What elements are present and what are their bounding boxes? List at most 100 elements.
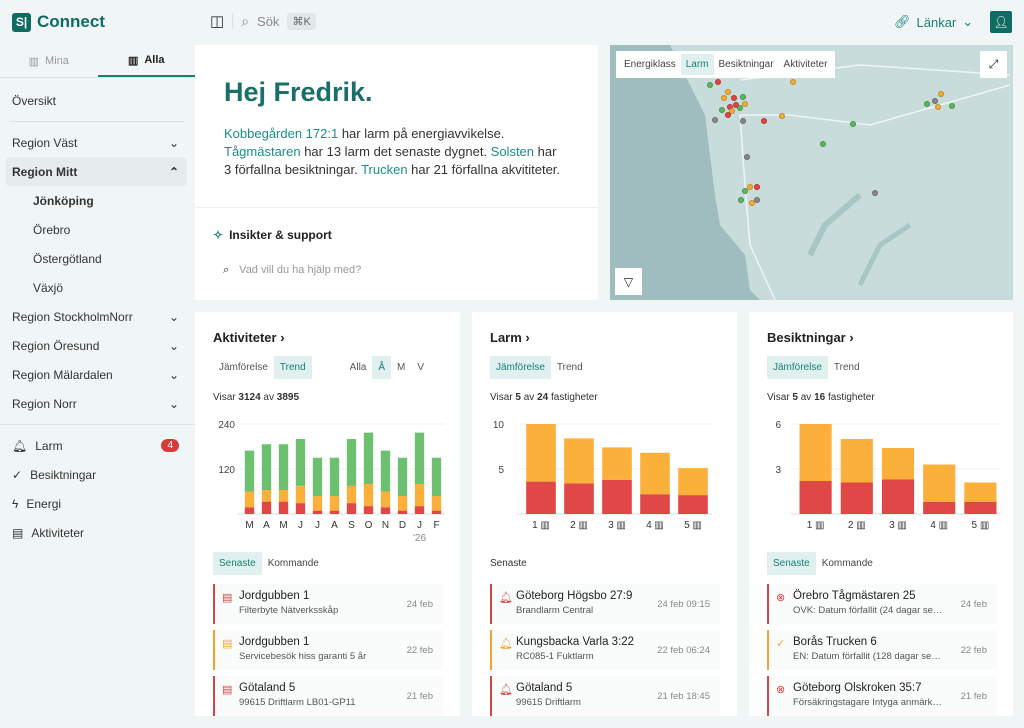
map-marker[interactable]: [725, 89, 731, 95]
bar-red[interactable]: [295, 503, 306, 514]
sidebar-item-vaxjo[interactable]: Växjö: [0, 273, 195, 302]
list-tab-upcoming[interactable]: Kommande: [267, 558, 319, 569]
list-item[interactable]: 🔔︎ Götaland 5 99615 Driftlarm 21 feb 18:…: [490, 676, 720, 716]
map-marker[interactable]: [779, 113, 785, 119]
toggle-comparison[interactable]: Jämförelse: [219, 362, 268, 373]
map-tab-larm[interactable]: Larm: [680, 54, 714, 75]
bar-yellow[interactable]: [799, 424, 832, 481]
bar-green[interactable]: [414, 432, 425, 484]
panel-title-link[interactable]: Larm ›: [490, 330, 530, 345]
bar-red[interactable]: [414, 506, 425, 514]
toggle-trend[interactable]: Trend: [833, 362, 860, 373]
map-marker[interactable]: [707, 82, 713, 88]
bar-yellow[interactable]: [261, 490, 272, 502]
app-logo[interactable]: S| Connect: [12, 12, 105, 32]
period-all[interactable]: Alla: [349, 362, 367, 373]
map-marker[interactable]: [932, 98, 938, 104]
panel-title-link[interactable]: Aktiviteter ›: [213, 330, 285, 345]
property-link[interactable]: Kobbegården 172:1: [224, 126, 339, 141]
bar-red[interactable]: [840, 482, 873, 515]
map-tab-energiklass[interactable]: Energiklass: [624, 59, 676, 70]
list-item[interactable]: ✓ Borås Trucken 6 EN: Datum förfallit (1…: [767, 630, 997, 670]
bar-red[interactable]: [526, 481, 556, 514]
map-marker[interactable]: [744, 154, 750, 160]
bar-yellow[interactable]: [881, 448, 915, 480]
sidebar-toggle-icon[interactable]: ◫: [210, 13, 225, 30]
tab-alla[interactable]: ▥ Alla: [97, 45, 195, 77]
bar-green[interactable]: [397, 457, 408, 496]
bar-yellow[interactable]: [363, 484, 374, 507]
sidebar-item-region-stockholmnorr[interactable]: Region StockholmNorr ⌄: [0, 302, 195, 331]
search-icon[interactable]: ⌕: [241, 12, 250, 29]
sidebar-item-jonkoping[interactable]: Jönköping: [0, 186, 195, 215]
bar-red[interactable]: [640, 494, 670, 514]
bar-red[interactable]: [312, 510, 323, 514]
list-tab-upcoming[interactable]: Kommande: [821, 558, 873, 569]
map-marker[interactable]: [712, 117, 718, 123]
sidebar-item-region-mitt[interactable]: Region Mitt ⌃: [6, 157, 187, 186]
bar-yellow[interactable]: [602, 447, 632, 480]
list-item[interactable]: ▤ Jordgubben 1 Servicebesök hiss garanti…: [213, 630, 443, 670]
bar-red[interactable]: [346, 503, 357, 514]
search-button[interactable]: Sök: [257, 13, 280, 29]
bar-yellow[interactable]: [431, 496, 442, 511]
bar-green[interactable]: [244, 450, 255, 492]
map-marker[interactable]: [850, 121, 856, 127]
bar-red[interactable]: [881, 479, 915, 515]
bar-green[interactable]: [329, 457, 340, 496]
bar-yellow[interactable]: [640, 452, 670, 495]
period-year[interactable]: Å: [372, 356, 392, 379]
map-marker[interactable]: [742, 101, 748, 107]
sidebar-item-region-vast[interactable]: Region Väst ⌄: [0, 128, 195, 157]
map-marker[interactable]: [731, 95, 737, 101]
sidebar-item-besiktningar[interactable]: ✓ Besiktningar: [0, 460, 195, 489]
help-search-input[interactable]: ⌕ Vad vill du ha hjälp med?: [213, 264, 580, 277]
bar-green[interactable]: [346, 439, 357, 486]
property-link[interactable]: Solsten: [490, 144, 535, 159]
map-marker[interactable]: [719, 107, 725, 113]
sidebar-item-region-malardalen[interactable]: Region Mälardalen ⌄: [0, 360, 195, 389]
fullscreen-button[interactable]: ⤢: [980, 51, 1007, 78]
map-marker[interactable]: [729, 108, 735, 114]
bar-yellow[interactable]: [244, 491, 255, 508]
period-week[interactable]: V: [417, 362, 425, 373]
map-marker[interactable]: [738, 197, 744, 203]
bar-green[interactable]: [431, 457, 442, 496]
bar-red[interactable]: [799, 481, 832, 514]
bar-red[interactable]: [278, 501, 289, 514]
bar-green[interactable]: [261, 444, 272, 490]
list-tab-latest[interactable]: Senaste: [767, 552, 816, 575]
bar-red[interactable]: [363, 506, 374, 514]
bar-red[interactable]: [923, 502, 956, 514]
map-marker[interactable]: [924, 101, 930, 107]
bar-green[interactable]: [295, 439, 306, 486]
tab-mina[interactable]: ▥ Mina: [0, 45, 98, 77]
sidebar-item-overview[interactable]: Översikt: [0, 86, 195, 115]
bar-red[interactable]: [261, 501, 272, 514]
bar-green[interactable]: [312, 457, 323, 496]
map-marker[interactable]: [761, 118, 767, 124]
panel-title-link[interactable]: Besiktningar ›: [767, 330, 854, 345]
map-marker[interactable]: [935, 104, 941, 110]
bar-yellow[interactable]: [964, 482, 997, 503]
user-avatar-button[interactable]: 👤︎: [990, 11, 1012, 33]
map-marker[interactable]: [747, 184, 753, 190]
map-tab-aktiviteter[interactable]: Aktiviteter: [783, 59, 828, 70]
map-marker[interactable]: [938, 91, 944, 97]
map-tab-besiktningar[interactable]: Besiktningar: [718, 59, 774, 70]
map-marker[interactable]: [725, 112, 731, 118]
bar-red[interactable]: [380, 507, 391, 514]
map-marker[interactable]: [715, 79, 721, 85]
map-marker[interactable]: [754, 184, 760, 190]
links-dropdown[interactable]: 🔗︎ Länkar ⌄: [894, 14, 973, 30]
bar-yellow[interactable]: [923, 464, 956, 503]
bar-red[interactable]: [431, 510, 442, 514]
map-marker[interactable]: [872, 190, 878, 196]
sidebar-item-ostergotland[interactable]: Östergötland: [0, 244, 195, 273]
map-marker[interactable]: [737, 105, 743, 111]
list-item[interactable]: 🔔︎ Kungsbacka Varla 3:22 RC085-1 Fuktlar…: [490, 630, 720, 670]
bar-yellow[interactable]: [397, 496, 408, 511]
map-marker[interactable]: [749, 200, 755, 206]
list-item[interactable]: ▤ Götaland 5 99615 Driftlarm LB01-GP11 2…: [213, 676, 443, 716]
map-marker[interactable]: [820, 141, 826, 147]
